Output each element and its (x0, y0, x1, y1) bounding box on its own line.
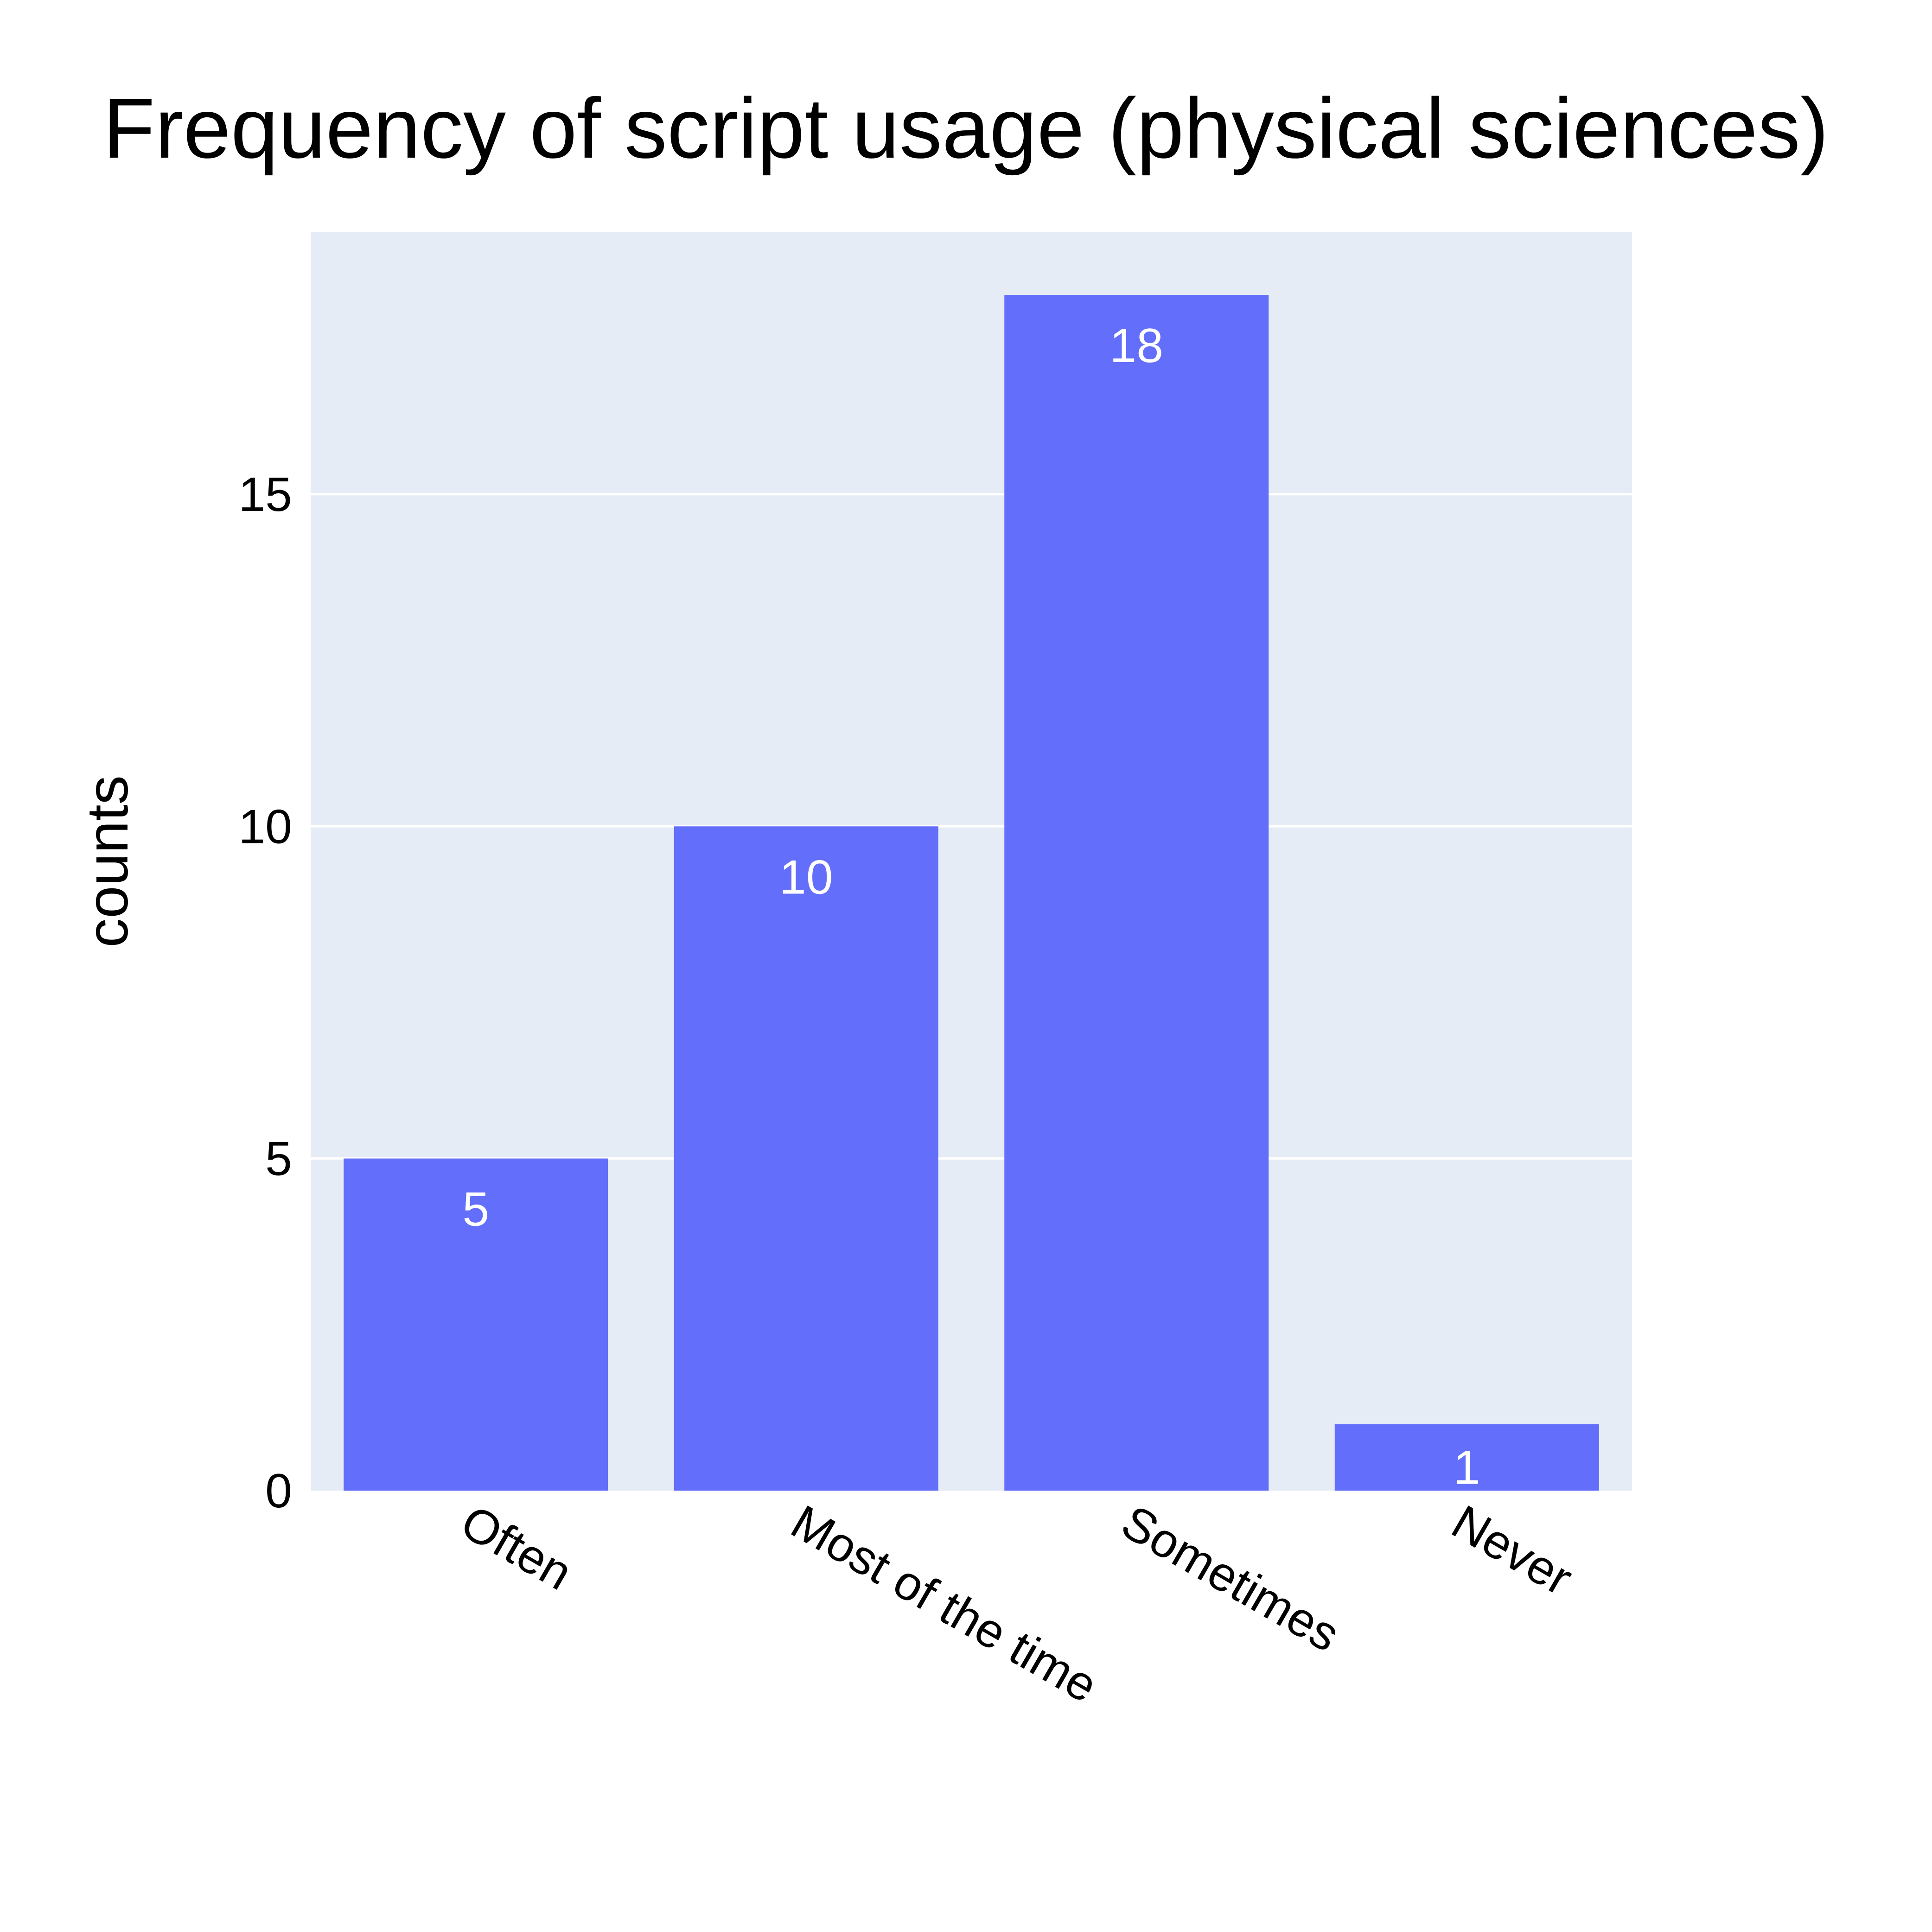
x-tick-label-often: Often (452, 1495, 581, 1600)
data-label-sometimes: 18 (1109, 319, 1163, 373)
data-labels: 5 10 18 1 (462, 319, 1480, 1495)
y-tick-label-0: 0 (265, 1464, 292, 1518)
bar-often (344, 1158, 608, 1491)
bar-sometimes (1004, 295, 1269, 1491)
x-tick-label-sometimes: Sometimes (1113, 1495, 1348, 1662)
y-axis-ticks: 0 5 10 15 (238, 468, 292, 1518)
bars (344, 295, 1599, 1491)
chart-title: Frequency of script usage (physical scie… (103, 80, 1829, 176)
bar-most-of-the-time (674, 826, 938, 1491)
y-axis-title: counts (75, 775, 140, 947)
y-tick-label-15: 15 (238, 468, 292, 522)
x-tick-label-never: Never (1443, 1495, 1581, 1606)
data-label-most-of-the-time: 10 (779, 850, 833, 904)
data-label-often: 5 (462, 1183, 489, 1237)
x-axis-ticks: Often Most of the time Sometimes Never (452, 1495, 1581, 1713)
y-tick-label-10: 10 (238, 800, 292, 854)
data-label-never: 1 (1454, 1441, 1480, 1495)
x-tick-label-most-of-the-time: Most of the time (782, 1495, 1106, 1713)
y-tick-label-5: 5 (265, 1132, 292, 1186)
bar-never (1334, 1424, 1599, 1491)
